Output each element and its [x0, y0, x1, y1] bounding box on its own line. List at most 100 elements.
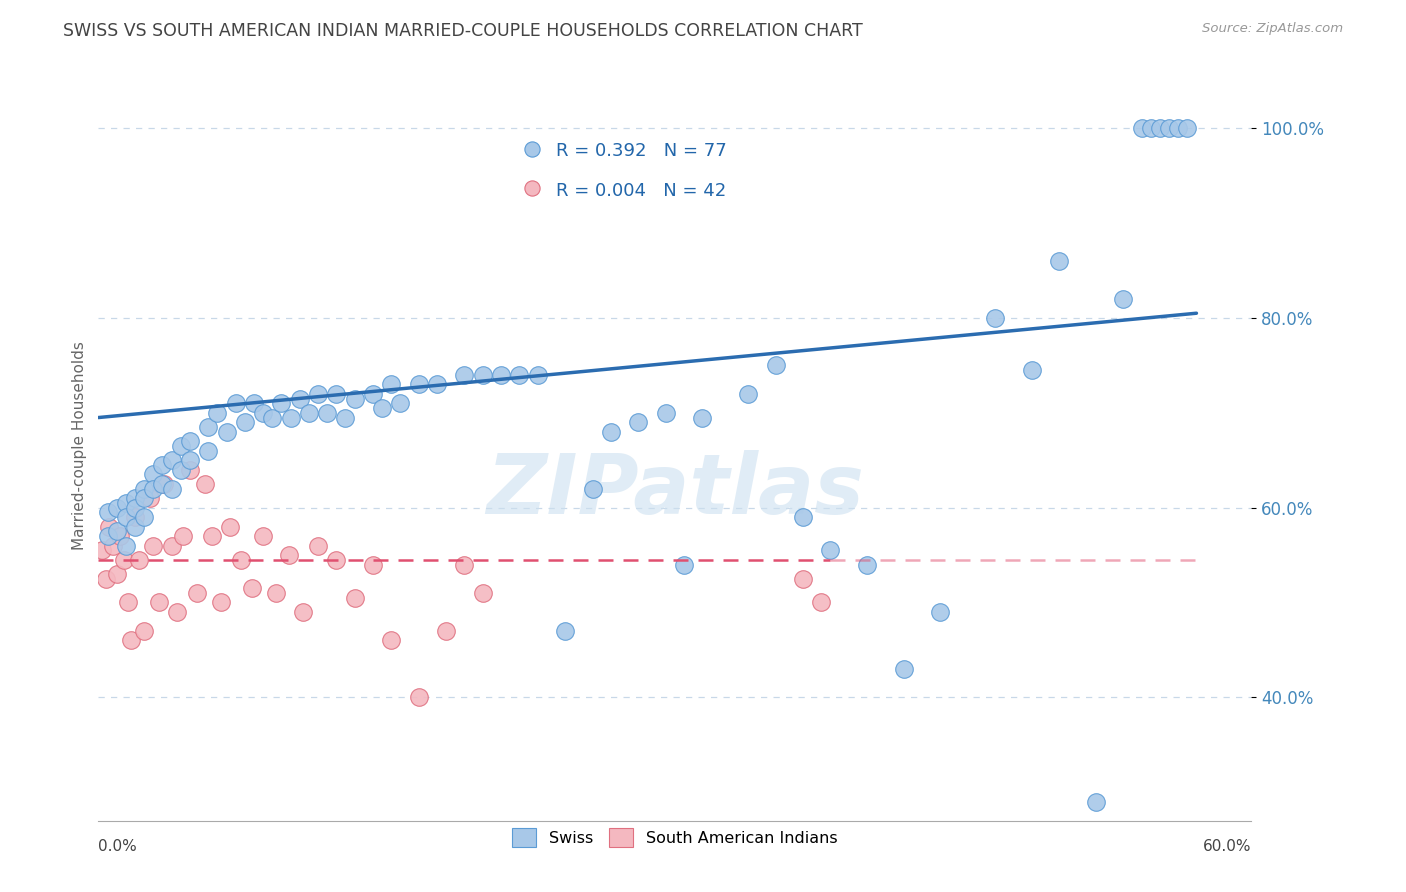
Point — [526, 368, 548, 382]
Point — [160, 539, 183, 553]
Point — [166, 605, 188, 619]
Point — [627, 415, 650, 429]
Point — [105, 500, 128, 515]
Point — [1167, 121, 1189, 136]
Point — [124, 510, 146, 524]
Point — [142, 467, 165, 482]
Point — [262, 410, 284, 425]
Point — [201, 529, 224, 543]
Point — [1112, 292, 1135, 306]
Point — [380, 633, 402, 648]
Point — [929, 605, 952, 619]
Point — [270, 396, 292, 410]
Point — [654, 406, 676, 420]
Point — [124, 519, 146, 533]
Point — [298, 406, 321, 420]
Point — [453, 558, 475, 572]
Point — [984, 310, 1007, 325]
Point — [471, 368, 494, 382]
Point — [343, 392, 366, 406]
Point — [325, 553, 347, 567]
Point — [307, 387, 329, 401]
Point — [240, 581, 263, 595]
Point — [172, 529, 194, 543]
Point — [134, 624, 156, 638]
Point — [361, 387, 384, 401]
Point — [134, 482, 156, 496]
Point — [243, 396, 266, 410]
Y-axis label: Married-couple Households: Married-couple Households — [72, 342, 87, 550]
Point — [1149, 121, 1171, 136]
Point — [97, 505, 120, 519]
Point — [128, 553, 150, 567]
Point — [209, 595, 232, 609]
Point — [115, 510, 138, 524]
Point — [117, 595, 139, 609]
Point — [335, 410, 357, 425]
Point — [152, 477, 174, 491]
Point — [426, 377, 449, 392]
Point — [361, 558, 384, 572]
Point — [471, 586, 494, 600]
Point — [179, 434, 201, 449]
Point — [115, 539, 138, 553]
Point — [599, 425, 621, 439]
Point — [105, 524, 128, 539]
Point — [1139, 121, 1161, 136]
Point — [554, 624, 576, 638]
Point — [215, 425, 238, 439]
Point — [197, 420, 219, 434]
Point — [508, 368, 530, 382]
Point — [325, 387, 347, 401]
Point — [389, 396, 412, 410]
Text: Source: ZipAtlas.com: Source: ZipAtlas.com — [1202, 22, 1343, 36]
Point — [673, 558, 696, 572]
Point — [264, 586, 287, 600]
Point — [207, 406, 229, 420]
Point — [138, 491, 160, 505]
Point — [179, 453, 201, 467]
Point — [153, 477, 176, 491]
Point — [810, 595, 832, 609]
Text: 0.0%: 0.0% — [98, 839, 138, 855]
Point — [1157, 121, 1180, 136]
Text: R = 0.004   N = 42: R = 0.004 N = 42 — [557, 182, 727, 200]
Legend: Swiss, South American Indians: Swiss, South American Indians — [506, 822, 844, 854]
Point — [197, 443, 219, 458]
Point — [219, 519, 242, 533]
Point — [170, 439, 193, 453]
Point — [148, 595, 170, 609]
Point — [160, 453, 183, 467]
Point — [581, 482, 603, 496]
Text: SWISS VS SOUTH AMERICAN INDIAN MARRIED-COUPLE HOUSEHOLDS CORRELATION CHART: SWISS VS SOUTH AMERICAN INDIAN MARRIED-C… — [63, 22, 863, 40]
Text: ZIPatlas: ZIPatlas — [486, 450, 863, 532]
Point — [252, 529, 274, 543]
Point — [371, 401, 394, 415]
Point — [820, 543, 842, 558]
Point — [1047, 254, 1070, 268]
Point — [120, 633, 142, 648]
Point — [134, 510, 156, 524]
Point — [489, 368, 512, 382]
Point — [316, 406, 339, 420]
Point — [692, 410, 714, 425]
Point — [737, 387, 759, 401]
Point — [124, 500, 146, 515]
Point — [792, 572, 814, 586]
Point — [152, 458, 174, 472]
Point — [856, 558, 879, 572]
Point — [252, 406, 274, 420]
Point — [97, 529, 120, 543]
Point — [134, 491, 156, 505]
Point — [408, 690, 430, 705]
Point — [225, 396, 247, 410]
Point — [105, 567, 128, 582]
Point — [1130, 121, 1153, 136]
Point — [94, 572, 117, 586]
Point — [179, 463, 201, 477]
Point — [160, 482, 183, 496]
Point — [520, 181, 543, 195]
Point — [193, 477, 215, 491]
Point — [101, 539, 124, 553]
Point — [520, 142, 543, 156]
